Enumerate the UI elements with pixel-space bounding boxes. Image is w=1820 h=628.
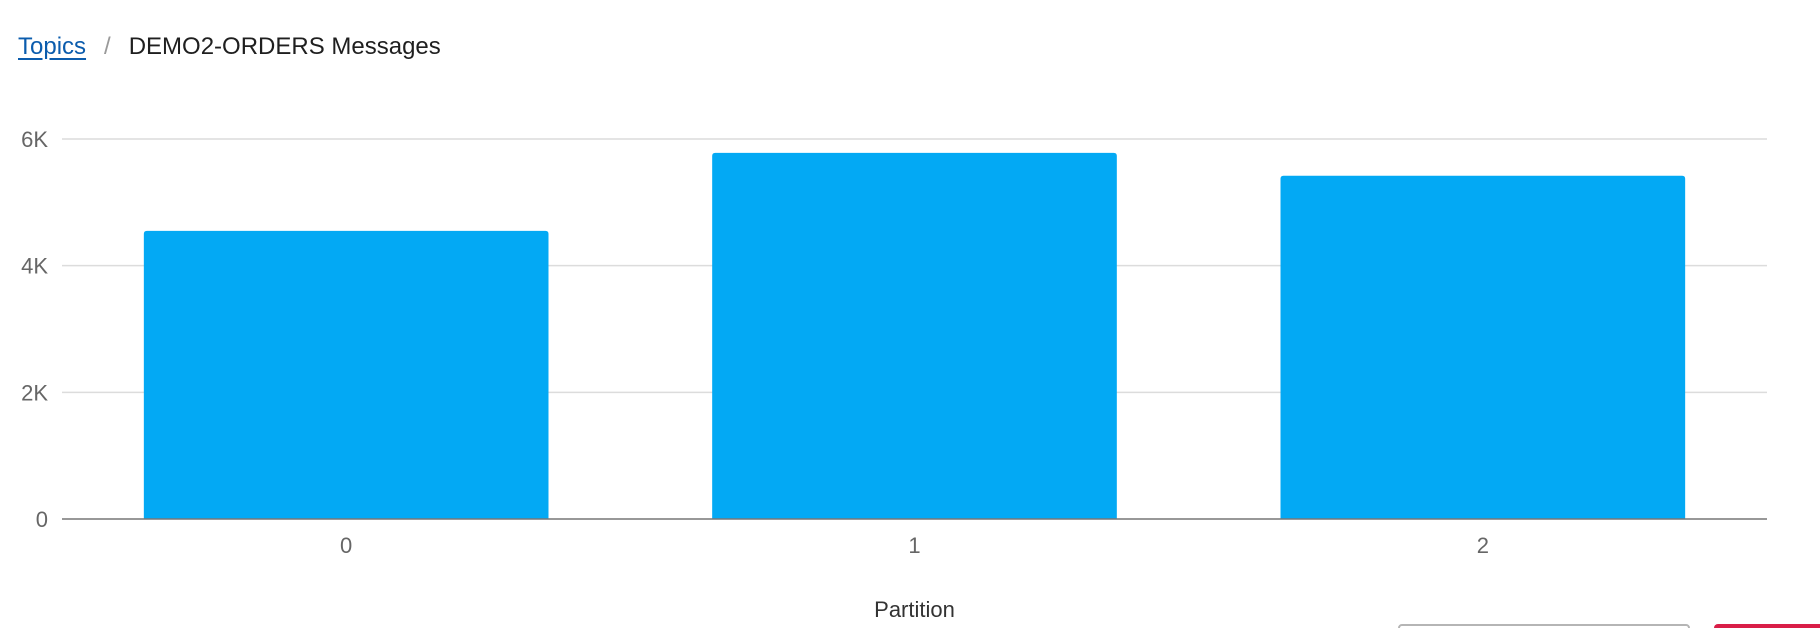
y-tick-label: 2K (21, 380, 48, 405)
breadcrumb-separator: / (104, 33, 111, 60)
breadcrumb-topics-link[interactable]: Topics (18, 33, 87, 60)
breadcrumb: Topics / DEMO2-ORDERS Messages (18, 30, 441, 64)
x-axis-ticks: 0 1 2 (340, 533, 1489, 558)
secondary-button[interactable] (1398, 624, 1690, 628)
y-tick-label: 0 (36, 507, 48, 532)
danger-button[interactable] (1714, 624, 1820, 628)
bar-partition-2[interactable] (1280, 175, 1686, 519)
bar-partition-1[interactable] (712, 152, 1117, 519)
x-tick-label: 1 (908, 533, 920, 558)
y-axis-ticks: 0 2K 4K 6K (21, 127, 48, 532)
x-tick-label: 2 (1477, 533, 1489, 558)
bar-partition-0[interactable] (143, 230, 549, 520)
x-axis-title: Partition (874, 597, 955, 622)
y-tick-label: 6K (21, 127, 48, 152)
x-tick-label: 0 (340, 533, 352, 558)
y-tick-label: 4K (21, 254, 48, 279)
page-title: DEMO2-ORDERS Messages (128, 33, 441, 60)
chart-bars (143, 152, 1686, 520)
